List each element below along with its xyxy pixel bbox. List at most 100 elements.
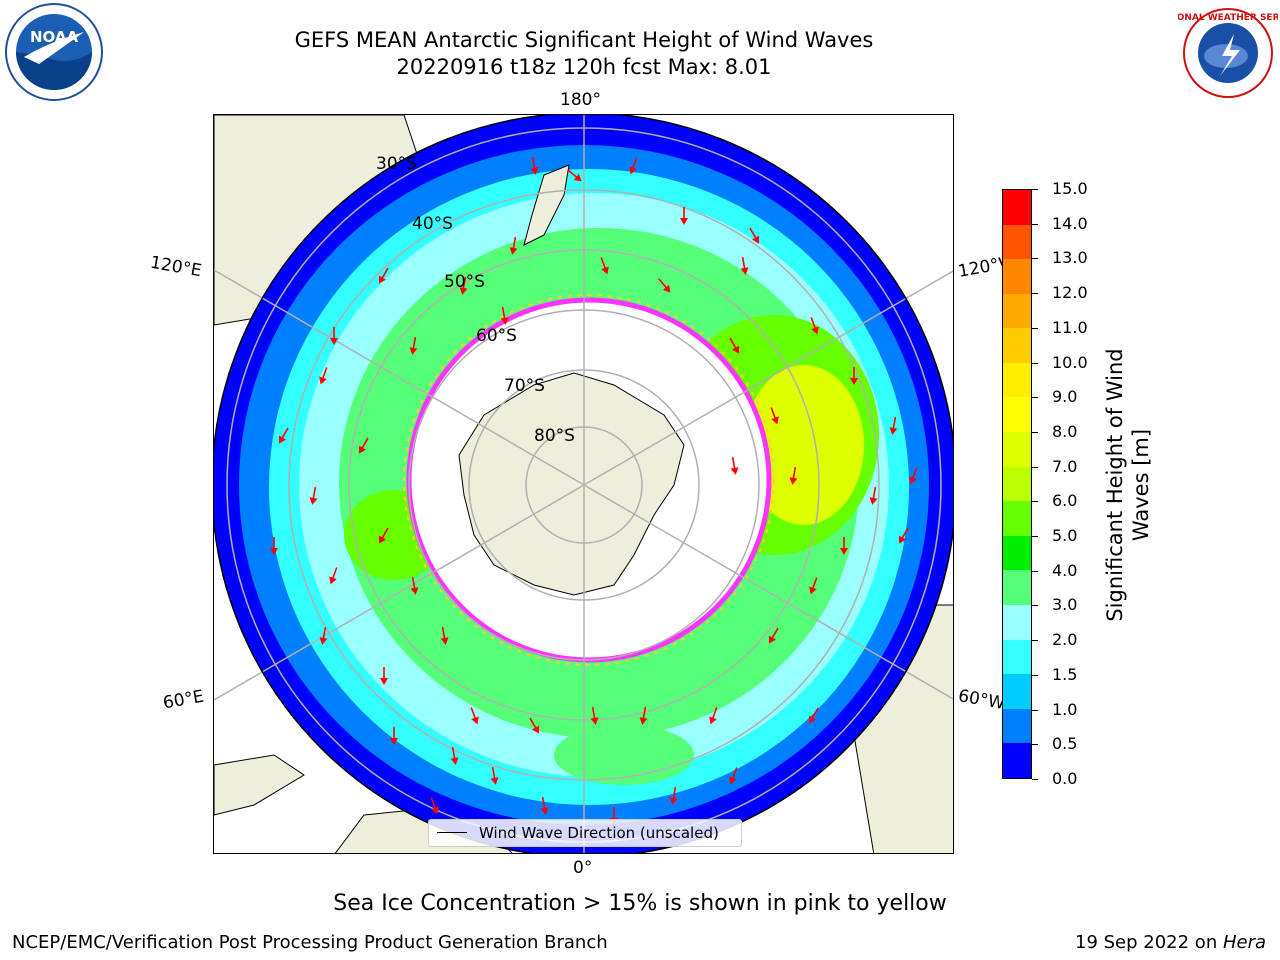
- wind-wave-arrow: [850, 367, 858, 385]
- colorbar-tick-label: 9.0: [1052, 387, 1078, 407]
- colorbar-tick: [1032, 640, 1038, 642]
- colorbar-tick: [1032, 674, 1038, 676]
- wind-wave-arrow: [658, 278, 671, 293]
- lat-label-30s: 30°S: [376, 154, 417, 174]
- colorbar-segment: [1003, 432, 1031, 467]
- colorbar-tick-label: 14.0: [1052, 213, 1088, 233]
- colorbar-tick-label: 0.5: [1052, 734, 1078, 754]
- colorbar-segment: [1003, 743, 1031, 778]
- lat-label-50s: 50°S: [444, 272, 485, 292]
- wind-wave-arrow: [629, 157, 638, 175]
- colorbar-tick: [1032, 570, 1038, 572]
- lon-label-180: 180°: [560, 90, 601, 110]
- land-new-zealand: [523, 164, 570, 246]
- wind-wave-arrow: [330, 327, 338, 345]
- wind-wave-arrow: [789, 466, 798, 485]
- colorbar-tick: [1032, 362, 1038, 364]
- wind-wave-arrow: [329, 567, 338, 585]
- wind-wave-arrow: [319, 367, 328, 385]
- wind-wave-arrow: [730, 456, 739, 475]
- nws-logo: NATIONAL WEATHER SERVICE: [1178, 8, 1278, 98]
- wind-wave-arrow: [749, 227, 759, 244]
- wind-wave-arrow: [530, 156, 539, 175]
- land-antarctica: [458, 372, 685, 596]
- colorbar-tick: [1032, 605, 1038, 607]
- wind-wave-arrow: [490, 766, 499, 785]
- colorbar-tick-label: 0.0: [1052, 769, 1078, 788]
- wind-wave-arrow: [379, 527, 389, 544]
- wind-wave-arrow: [390, 727, 398, 745]
- wind-wave-arrow: [500, 306, 509, 325]
- colorbar-tick-label: 5.0: [1052, 526, 1078, 546]
- colorbar-segment: [1003, 639, 1031, 675]
- wind-wave-arrow: [450, 746, 459, 765]
- chart-title: GEFS MEAN Antarctic Significant Height o…: [294, 28, 874, 52]
- wind-wave-arrow: [509, 236, 518, 255]
- colorbar-tick-label: 4.0: [1052, 560, 1078, 580]
- map-legend: Wind Wave Direction (unscaled): [428, 819, 742, 847]
- wind-wave-arrow: [899, 527, 909, 544]
- lon-label-60w: 60°W: [956, 686, 1007, 714]
- wind-wave-arrow: [590, 706, 599, 725]
- lon-label-0: 0°: [573, 858, 593, 878]
- wind-wave-arrow: [770, 407, 779, 425]
- colorbar-title: Significant Height of Wind Waves [m]: [1103, 348, 1153, 622]
- wind-wave-arrow: [270, 537, 278, 555]
- colorbar-tick: [1032, 223, 1038, 225]
- colorbar-segment: [1003, 259, 1031, 294]
- wind-wave-arrow: [440, 626, 449, 645]
- colorbar-tick-label: 10.0: [1052, 352, 1088, 372]
- colorbar-segment: [1003, 293, 1031, 329]
- lat-label-80s: 80°S: [534, 426, 575, 446]
- colorbar-segment: [1003, 328, 1031, 363]
- wind-wave-arrow: [869, 486, 878, 505]
- wind-wave-arrow: [279, 427, 289, 444]
- colorbar-tick: [1032, 536, 1038, 538]
- colorbar-tick: [1032, 327, 1038, 329]
- wind-wave-arrow: [359, 437, 369, 454]
- wind-wave-arrow: [810, 317, 819, 335]
- wind-wave-arrow: [709, 707, 718, 725]
- colorbar-segment: [1003, 362, 1031, 398]
- wind-wave-arrow: [840, 537, 848, 555]
- lon-label-120e: 120°E: [148, 252, 204, 282]
- colorbar-segment: [1003, 535, 1031, 571]
- colorbar-segment: [1003, 674, 1031, 709]
- footer-date-text: 19 Sep 2022 on: [1075, 932, 1223, 953]
- colorbar-tick: [1032, 431, 1038, 433]
- colorbar-tick-label: 7.0: [1052, 456, 1078, 476]
- wind-wave-arrow: [319, 626, 328, 645]
- wind-wave-arrow: [380, 667, 388, 685]
- wind-wave-arrow: [309, 486, 318, 505]
- wind-wave-arrow: [410, 576, 419, 595]
- longitude-lines: [214, 115, 953, 853]
- colorbar-segment: [1003, 708, 1031, 744]
- colorbar-tick-label: 15.0: [1052, 179, 1088, 198]
- colorbar-tick-label: 13.0: [1052, 248, 1088, 268]
- lat-label-70s: 70°S: [504, 376, 545, 396]
- colorbar-tick: [1032, 501, 1038, 503]
- colorbar-segment: [1003, 466, 1031, 502]
- colorbar-tick-label: 8.0: [1052, 421, 1078, 441]
- colorbar-tick: [1032, 293, 1038, 295]
- colorbar-tick-label: 6.0: [1052, 491, 1078, 511]
- wind-wave-arrow: [600, 257, 609, 275]
- wind-wave-arrow: [540, 796, 549, 815]
- wind-wave-arrow: [680, 207, 688, 225]
- colorbar-tick: [1032, 779, 1038, 780]
- wind-wave-arrow: [669, 786, 678, 805]
- colorbar-tick-label: 3.0: [1052, 595, 1078, 615]
- lat-label-40s: 40°S: [412, 214, 453, 234]
- colorbar-tick-label: 1.5: [1052, 664, 1078, 684]
- colorbar-segment: [1003, 501, 1031, 536]
- footer-credit: NCEP/EMC/Verification Post Processing Pr…: [12, 932, 608, 953]
- colorbar-tick-label: 1.0: [1052, 699, 1078, 719]
- colorbar-tick: [1032, 397, 1038, 399]
- wind-wave-arrow: [470, 707, 479, 725]
- colorbar-tick: [1032, 466, 1038, 468]
- colorbar: [1002, 189, 1032, 779]
- wind-wave-arrow: [769, 627, 779, 644]
- polar-map: 30°S 40°S 50°S 60°S 70°S 80°S: [214, 115, 953, 853]
- wind-wave-arrow: [529, 717, 539, 734]
- lat-label-60s: 60°S: [476, 326, 517, 346]
